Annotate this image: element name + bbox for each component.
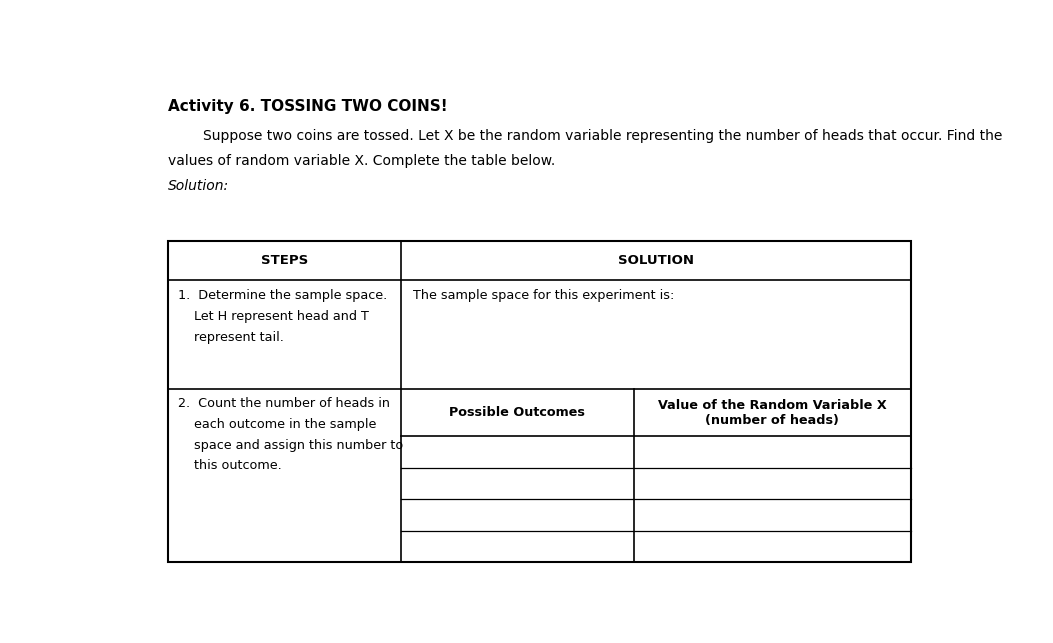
Text: each outcome in the sample: each outcome in the sample: [178, 418, 377, 431]
Text: Suppose two coins are tossed. Let X be the random variable representing the numb: Suppose two coins are tossed. Let X be t…: [168, 129, 1002, 143]
Text: 2.  Count the number of heads in: 2. Count the number of heads in: [178, 397, 391, 410]
Text: Let H represent head and T: Let H represent head and T: [178, 310, 369, 323]
Text: this outcome.: this outcome.: [178, 459, 282, 473]
Text: The sample space for this experiment is:: The sample space for this experiment is:: [413, 289, 675, 302]
Text: values of random variable X. Complete the table below.: values of random variable X. Complete th…: [168, 154, 556, 168]
Text: space and assign this number to: space and assign this number to: [178, 439, 403, 451]
Text: Solution:: Solution:: [168, 179, 230, 193]
Text: Possible Outcomes: Possible Outcomes: [450, 406, 585, 419]
Text: Value of the Random Variable X
(number of heads): Value of the Random Variable X (number o…: [658, 399, 887, 426]
Text: SOLUTION: SOLUTION: [618, 254, 694, 267]
Text: Activity 6. TOSSING TWO COINS!: Activity 6. TOSSING TWO COINS!: [168, 100, 448, 114]
Text: 1.  Determine the sample space.: 1. Determine the sample space.: [178, 289, 388, 302]
Text: STEPS: STEPS: [261, 254, 309, 267]
Text: represent tail.: represent tail.: [178, 331, 284, 343]
